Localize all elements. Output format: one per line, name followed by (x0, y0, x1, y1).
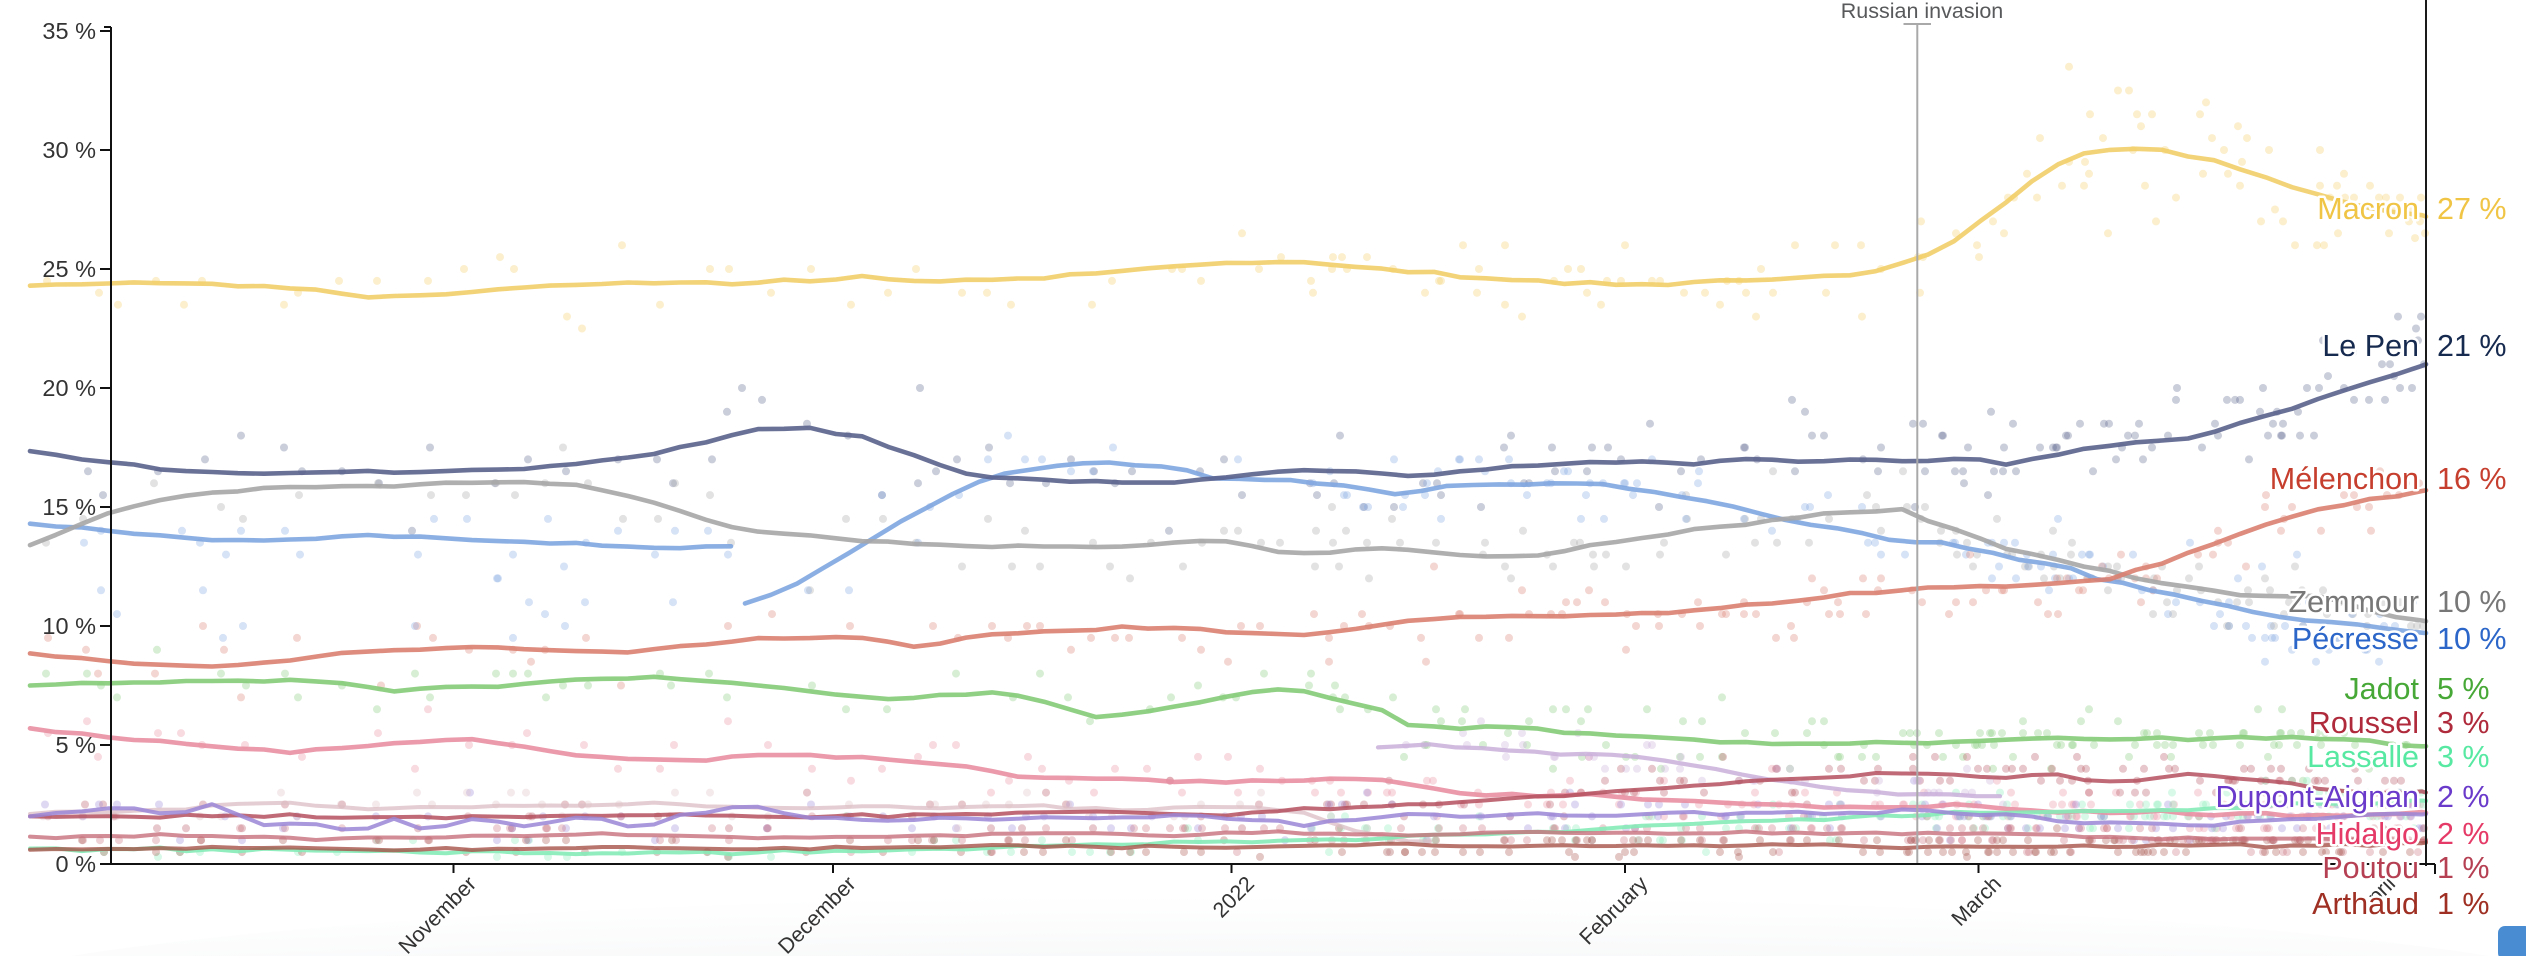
svg-text:Macron: Macron (2317, 192, 2419, 226)
svg-text:21 %: 21 % (2437, 329, 2507, 363)
svg-text:25 %: 25 % (42, 256, 96, 282)
svg-text:Pécresse: Pécresse (2292, 622, 2419, 656)
svg-text:Roussel: Roussel (2309, 706, 2419, 740)
svg-text:Mélenchon: Mélenchon (2270, 462, 2419, 496)
svg-text:Dupont-Aignan: Dupont-Aignan (2216, 780, 2419, 814)
svg-text:Arthaud: Arthaud (2312, 887, 2419, 921)
svg-text:3 %: 3 % (2437, 706, 2490, 740)
svg-text:2 %: 2 % (2437, 817, 2490, 851)
svg-text:0 %: 0 % (56, 851, 97, 877)
svg-text:Russian invasion: Russian invasion (1841, 0, 2004, 23)
svg-text:10 %: 10 % (2437, 622, 2507, 656)
svg-text:35 %: 35 % (42, 18, 96, 44)
svg-text:5 %: 5 % (56, 732, 97, 758)
svg-text:Lassalle: Lassalle (2307, 740, 2419, 774)
svg-text:5 %: 5 % (2437, 672, 2490, 706)
svg-text:Jadot: Jadot (2344, 672, 2419, 706)
svg-text:Hidalgo: Hidalgo (2316, 817, 2419, 851)
svg-text:20 %: 20 % (42, 375, 96, 401)
svg-text:3 %: 3 % (2437, 740, 2490, 774)
svg-text:27 %: 27 % (2437, 192, 2507, 226)
svg-text:10 %: 10 % (42, 613, 96, 639)
svg-text:15 %: 15 % (42, 494, 96, 520)
svg-text:Zemmour: Zemmour (2289, 585, 2420, 619)
svg-text:Poutou: Poutou (2322, 851, 2419, 885)
svg-text:1 %: 1 % (2437, 887, 2490, 921)
svg-text:1 %: 1 % (2437, 851, 2490, 885)
svg-text:2 %: 2 % (2437, 780, 2490, 814)
svg-text:30 %: 30 % (42, 137, 96, 163)
svg-text:10 %: 10 % (2437, 585, 2507, 619)
svg-text:16 %: 16 % (2437, 462, 2507, 496)
svg-text:Le Pen: Le Pen (2322, 329, 2419, 363)
